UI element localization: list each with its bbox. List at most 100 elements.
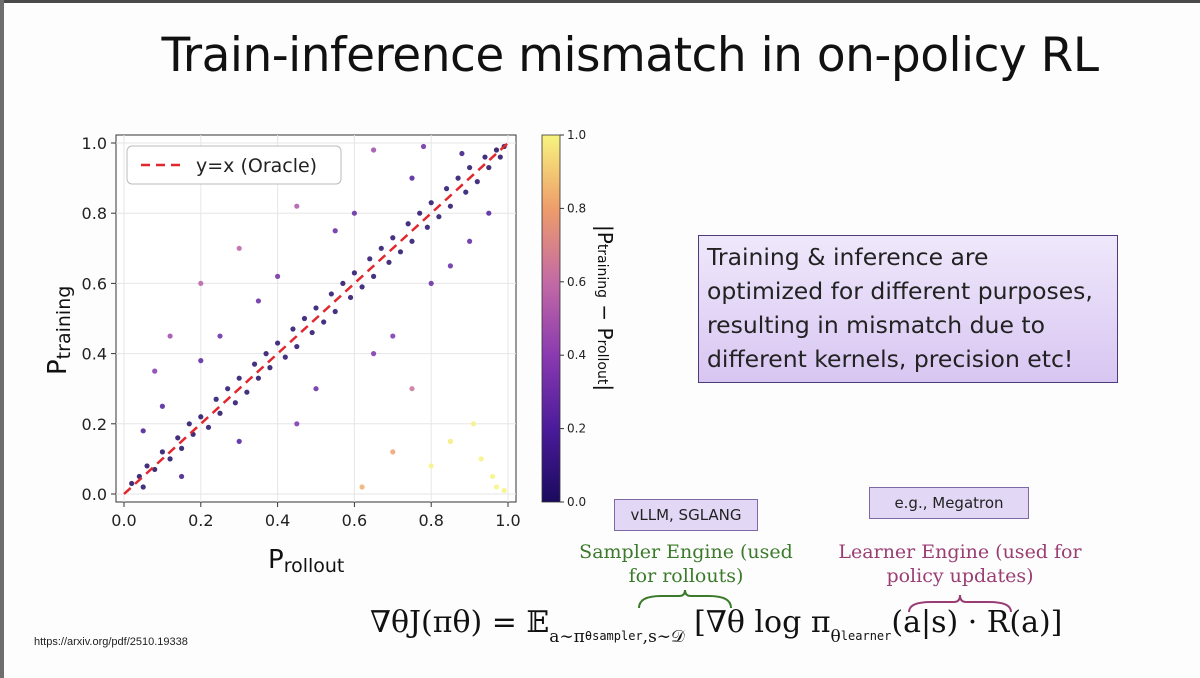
scatter-point [390,449,396,455]
scatter-point [294,343,300,350]
colorbar-tick-label: 0.2 [567,422,586,436]
formula-lhs: ∇θJ(πθ) = 𝔼 [370,605,550,640]
scatter-point [275,273,281,279]
scatter-point [294,203,300,209]
scatter-point [152,466,158,473]
scatter-point [198,358,204,364]
scatter-point [478,456,484,462]
learner-tag: e.g., Megatron [869,487,1029,519]
scatter-point [159,449,165,455]
source-url: https://arxiv.org/pdf/2510.19338 [34,636,188,648]
scatter-point [493,147,500,153]
colorbar-gradient [541,134,561,503]
scatter-point [175,435,181,441]
scatter-point [140,484,146,490]
scatter-point [443,186,450,192]
formula-sub-sampler: sampler [592,629,643,643]
scatter-point [367,256,373,262]
x-axis-label: Prollout [268,545,344,577]
oracle-line [123,142,509,495]
scatter-point [332,308,338,315]
slide-left-edge [0,0,4,678]
scatter-point [428,280,434,286]
x-tick-label: 0.6 [342,511,367,530]
y-tick-label: 0.6 [82,274,107,293]
scatter-point [198,280,204,286]
colorbar-tick-label: 0.0 [567,495,586,509]
formula-learner-theta: θ [830,627,841,647]
scatter-point [152,368,158,374]
scatter-point [486,210,492,216]
scatter-point [167,456,173,462]
formula-sub-s: ,s∼𝒟 [642,627,685,647]
scatter-point [397,249,404,255]
scatter-point [179,473,185,480]
scatter-point [263,351,269,357]
slide-title: Train-inference mismatch in on-policy RL [161,28,1099,83]
scatter-point [301,315,308,322]
sampler-engine-label: Sampler Engine (used for rollouts) [579,541,793,587]
x-tick-label: 0.8 [418,511,443,530]
learner-brace [908,594,1012,613]
scatter-point [371,147,377,153]
scatter-point [313,386,319,392]
scatter-point [371,273,377,279]
scatter-point [205,424,212,430]
scatter-point [378,245,384,251]
colorbar-tick-label: 0.6 [567,275,586,289]
axis-labels: Prollout Ptraining [43,286,344,577]
scatter-point [409,238,415,244]
scatter-point [428,463,434,469]
formula-sub-a: a∼π [549,627,585,647]
colorbar: 0.0 0.2 0.4 0.6 0.8 1.0 |Ptraining − Prollout| [541,128,617,509]
scatter-point [474,179,480,185]
scatter-point [493,484,500,490]
colorbar-tick-label: 1.0 [567,128,586,142]
scatter-point [321,319,327,325]
scatter-point [225,386,231,392]
scatter-point [459,150,465,157]
scatter-point [424,224,430,230]
scatter-point [359,284,365,290]
scatter-point [497,154,503,160]
slide-top-edge [0,0,1200,3]
scatter-point [213,396,219,402]
legend-label: y=x (Oracle) [196,155,317,177]
y-tick-label: 0.8 [82,204,107,223]
scatter-point [159,403,165,409]
scatter-point [179,445,185,451]
scatter-point [467,238,473,244]
sampler-tag: vLLM, SGLANG [614,499,758,531]
scatter-point [236,245,242,251]
x-tick-label: 0.4 [265,511,290,530]
scatter-point [313,305,319,311]
scatter-point [482,154,488,160]
scatter-point [198,414,204,420]
scatter-point [428,200,434,206]
scatter-point [186,421,192,427]
scatter-point [409,175,415,181]
scatter-point [417,210,423,216]
scatter-point [267,365,273,371]
scatter-point [390,235,396,241]
y-tick-label: 0.2 [82,415,107,434]
scatter-point [244,389,250,395]
sampler-brace [638,589,732,609]
scatter-point [275,340,281,346]
scatter-point [255,375,261,381]
x-tick-label: 0.2 [188,511,213,530]
y-tick-label: 0.4 [82,345,107,364]
scatter-point [490,473,496,480]
scatter-point [359,484,365,490]
scatter-point [332,228,338,234]
scatter-point [447,263,453,269]
scatter-point [217,410,223,416]
formula-bracket: [∇θ log π [694,605,831,640]
scatter-point [470,421,477,427]
scatter-point [486,164,492,171]
legend-box [126,145,342,185]
formula-sub-theta: θ [584,629,593,643]
scatter-point [309,329,315,336]
scatter-point [436,214,442,220]
